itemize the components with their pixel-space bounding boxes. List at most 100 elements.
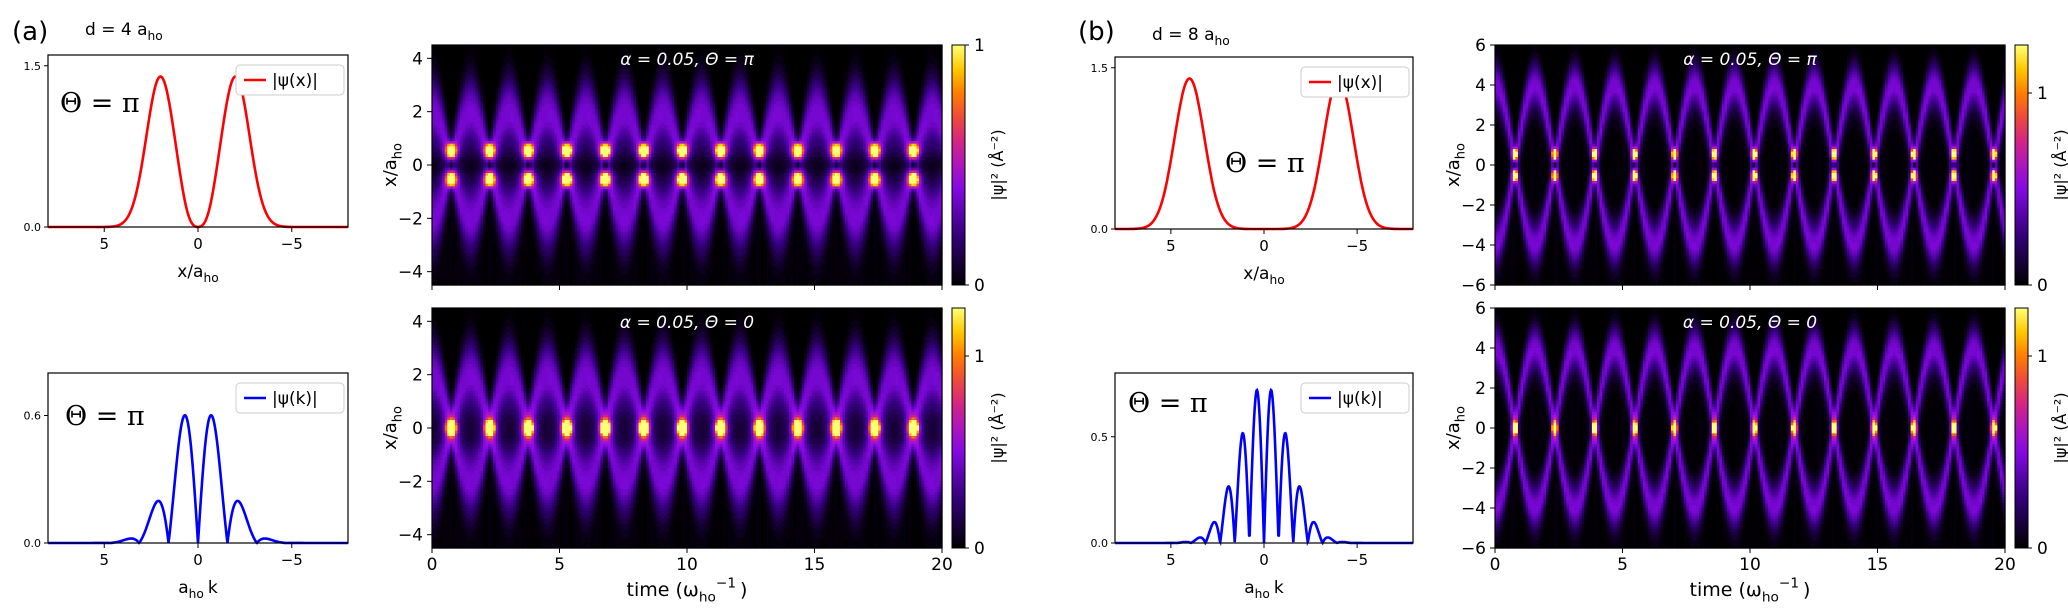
panel-a-density-top-colorbar-tick-label: 0: [974, 276, 985, 296]
panel-b-density-bottom-xtick-label: 0: [1490, 555, 1501, 575]
panel-a-density-top-ytick-label: 4: [412, 49, 423, 69]
panel-a-density-bottom-ylabel: x/aho: [380, 406, 405, 450]
panel-a-density-top-ytick-label: −4: [398, 263, 423, 283]
panel-b-density-bottom-xtick-label: 5: [1617, 555, 1628, 575]
panel-b-density-top-colorbar-tick-label: 1: [2037, 84, 2048, 104]
panel-a-density-top-colorbar-tick-label: 1: [974, 36, 985, 56]
panel-a-density-bottom-ytick-label: −2: [398, 472, 423, 492]
panel-b-density-bottom-ylabel: x/aho: [1443, 406, 1468, 450]
panel-a-density-bottom-xlabel: time (ωho−1): [627, 575, 748, 605]
panel-a-momentum-curve: [48, 415, 348, 543]
panel-a-position-xtick-label: 0: [193, 235, 203, 253]
panel-b-momentum-xtick-label: 5: [1166, 551, 1176, 569]
panel-b-density-bottom-ytick-label: −2: [1461, 459, 1486, 479]
panel-a-position-annotation: Θ = π: [60, 88, 140, 119]
panel-b-density-bottom-colorbar: [2015, 308, 2028, 548]
panel-b-density-top-ytick-label: −4: [1461, 236, 1486, 256]
panel-b-density-top-colorbar: [2015, 45, 2028, 285]
panel-b-density-bottom-xtick-label: 15: [1867, 555, 1889, 575]
panel-a-density-bottom-title: α = 0.05, Θ = 0: [620, 313, 754, 333]
panel-a-momentum-annotation: Θ = π: [65, 401, 145, 432]
panel-b-density-bottom-colorbar-tick-label: 0: [2037, 539, 2048, 559]
panel-b-density-top-ylabel: x/aho: [1443, 143, 1468, 187]
panel-b-density-top-ytick-label: 0: [1475, 156, 1486, 176]
panel-b-density-top-colorbar-label: |ψ|² (Å⁻²): [2051, 129, 2068, 200]
panel-b-density-bottom-ytick-label: 0: [1475, 419, 1486, 439]
panel-a-momentum-ytick-label: 0.6: [24, 410, 42, 423]
panel-a-density-bottom-colorbar-tick-label: 1: [974, 347, 985, 367]
panel-a-density-bottom-colorbar-label: |ψ|² (Å⁻²): [988, 392, 1007, 463]
panel-b-position-ytick-label: 0.0: [1091, 223, 1109, 236]
panel-b-position-xtick-label: 5: [1166, 237, 1176, 255]
panel-b-momentum-xtick-label: −5: [1346, 551, 1368, 569]
panel-a-momentum-xtick-label: 5: [99, 551, 109, 569]
panel-a-density-bottom-xtick-label: 10: [676, 555, 698, 575]
panel-b-density-bottom-ytick-label: −6: [1461, 539, 1486, 559]
panel-a-density-top-colorbar: [952, 45, 965, 285]
panel-a-position-ytick-label: 0.0: [24, 221, 42, 234]
panel-a-density-bottom-ytick-label: −4: [398, 526, 423, 546]
panel-a-position-ytick-label: 1.5: [24, 60, 42, 73]
panel-a-momentum-xtick-label: 0: [193, 551, 203, 569]
panel-a-density-bottom-xtick-label: 0: [427, 555, 438, 575]
panel-a-density-top-title: α = 0.05, Θ = π: [620, 50, 754, 70]
panel-b-density-top-colorbar-tick-label: 0: [2037, 276, 2048, 296]
panel-b-density-bottom-xtick-label: 20: [1994, 555, 2016, 575]
panel-a-density-bottom-ytick-label: 0: [412, 419, 423, 439]
panel-b-density-top-ytick-label: 2: [1475, 116, 1486, 136]
panel-a-density-bottom-xtick-label: 5: [554, 555, 565, 575]
panel-a-momentum-legend-label: |ψ(k)|: [272, 389, 318, 409]
panel-a-density-bottom-cells: [432, 308, 943, 549]
panel-b-momentum-ytick-label: 0.0: [1091, 537, 1109, 550]
panel-a-density-bottom-colorbar-tick-label: 0: [974, 539, 985, 559]
panel-a-position-xlabel: x/aho: [177, 262, 218, 285]
panel-a-density-bottom-xtick-label: 15: [804, 555, 826, 575]
panel-b-position-ytick-label: 1.5: [1091, 62, 1109, 75]
panel-a-position-xtick-label: 5: [99, 235, 109, 253]
panel-a-density-top-cells: [432, 45, 943, 286]
panel-a-density-top-ytick-label: 2: [412, 103, 423, 123]
panel-b-density-bottom-colorbar-label: |ψ|² (Å⁻²): [2051, 392, 2068, 463]
panel-b-density-bottom-ytick-label: 6: [1475, 299, 1486, 319]
panel-a-density-bottom-xtick-label: 20: [931, 555, 953, 575]
panel-b-momentum-annotation: Θ = π: [1128, 388, 1208, 419]
panel-b-label: (b): [1078, 17, 1115, 47]
panel-b-density-bottom-ytick-label: −4: [1461, 499, 1486, 519]
panel-b-density-bottom-ytick-label: 4: [1475, 339, 1486, 359]
panel-a-momentum-xtick-label: −5: [281, 551, 303, 569]
panel-a-label: (a): [12, 17, 48, 47]
panel-b-density-bottom-colorbar-tick-label: 1: [2037, 347, 2048, 367]
panel-a-density-bottom-ytick-label: 2: [412, 366, 423, 386]
panel-b-density-bottom-title: α = 0.05, Θ = 0: [1683, 313, 1817, 333]
panel-a-density-top-colorbar-label: |ψ|² (Å⁻²): [988, 129, 1007, 200]
panel-a-momentum-ytick-label: 0.0: [24, 537, 42, 550]
panel-a-position-legend-label: |ψ(x)|: [272, 71, 318, 91]
panel-a-density-bottom-ytick-label: 4: [412, 312, 423, 332]
panel-b-density-bottom-xtick-label: 10: [1739, 555, 1761, 575]
panel-b-density-top-cells: [1495, 45, 2006, 286]
panel-b-position-xlabel: x/aho: [1243, 264, 1284, 287]
panel-b-density-top-ytick-label: −6: [1461, 276, 1486, 296]
panel-b-density-bottom-xlabel: time (ωho−1): [1690, 575, 1811, 605]
panel-a-density-top-ytick-label: −2: [398, 209, 423, 229]
panel-b-distance-label: d = 8 aho: [1152, 25, 1230, 48]
panel-b-position-annotation: Θ = π: [1225, 148, 1305, 179]
panel-a-density-top-ylabel: x/aho: [380, 143, 405, 187]
panel-b-density-bottom-ytick-label: 2: [1475, 379, 1486, 399]
panel-b-momentum-legend-label: |ψ(k)|: [1337, 389, 1383, 409]
panel-b-momentum-ytick-label: 0.5: [1091, 431, 1109, 444]
panel-a-distance-label: d = 4 aho: [85, 20, 163, 43]
panel-b-density-bottom-cells: [1495, 308, 2006, 549]
panel-b-position-xtick-label: −5: [1346, 237, 1368, 255]
panel-b-momentum-xtick-label: 0: [1259, 551, 1269, 569]
